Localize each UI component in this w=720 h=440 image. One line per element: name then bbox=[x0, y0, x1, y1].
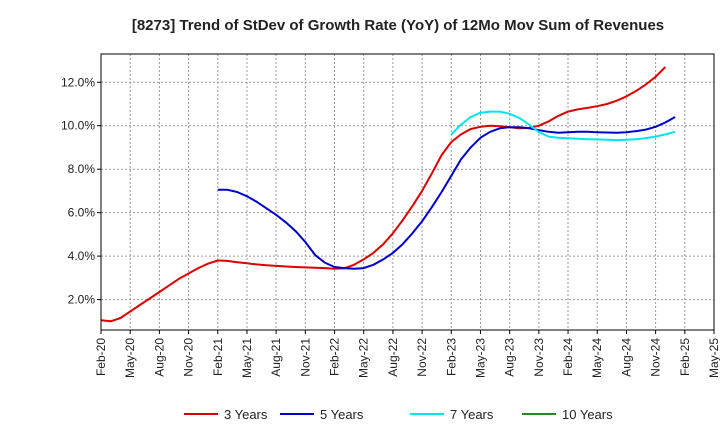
x-tick-label: Nov-20 bbox=[182, 338, 196, 377]
chart-title: [8273] Trend of StDev of Growth Rate (Yo… bbox=[132, 17, 664, 34]
series-line-7-years bbox=[450, 110, 676, 142]
x-tick-label: Feb-22 bbox=[328, 338, 342, 376]
x-tick-label: Aug-20 bbox=[152, 338, 166, 377]
y-tick-label: 2.0% bbox=[68, 293, 96, 307]
x-tick-label: Aug-24 bbox=[619, 338, 633, 377]
legend-label-7-years: 7 Years bbox=[450, 407, 494, 422]
x-tick-label: Feb-25 bbox=[678, 338, 692, 376]
x-axis: Feb-20 May-20 Aug-20 Nov-20 Feb-21 May-21 Aug-… bbox=[94, 330, 720, 378]
x-tick-label: Feb-20 bbox=[94, 338, 108, 376]
series-lines bbox=[100, 66, 676, 323]
x-tick-label: May-25 bbox=[707, 338, 720, 378]
x-tick-label: Nov-23 bbox=[532, 338, 546, 377]
x-tick-label: Nov-24 bbox=[649, 338, 663, 377]
y-tick-label: 6.0% bbox=[68, 206, 96, 220]
legend-label-10-years: 10 Years bbox=[562, 407, 613, 422]
y-tick-label: 8.0% bbox=[68, 162, 96, 176]
x-tick-label: May-22 bbox=[357, 338, 371, 378]
x-tick-label: Feb-23 bbox=[444, 338, 458, 376]
legend: 3 Years 5 Years 7 Years 10 Years bbox=[184, 407, 613, 422]
legend-label-5-years: 5 Years bbox=[320, 407, 364, 422]
plot-frame bbox=[100, 53, 715, 331]
x-tick-label: Nov-21 bbox=[298, 338, 312, 377]
y-tick-label: 12.0% bbox=[61, 75, 95, 89]
x-tick-label: Feb-24 bbox=[561, 338, 575, 376]
x-tick-label: May-23 bbox=[474, 338, 488, 378]
x-tick-label: May-24 bbox=[590, 338, 604, 378]
x-tick-label: Aug-21 bbox=[269, 338, 283, 377]
x-tick-label: Nov-22 bbox=[415, 338, 429, 377]
grid bbox=[101, 54, 714, 330]
x-tick-label: May-21 bbox=[240, 338, 254, 378]
series-line-3-years bbox=[100, 66, 667, 323]
x-tick-label: Feb-21 bbox=[211, 338, 225, 376]
x-tick-label: May-20 bbox=[123, 338, 137, 378]
x-tick-label: Aug-22 bbox=[386, 338, 400, 377]
legend-label-3-years: 3 Years bbox=[224, 407, 268, 422]
series-line-5-years bbox=[217, 116, 676, 270]
y-tick-label: 4.0% bbox=[68, 249, 96, 263]
y-axis: 2.0% 4.0% 6.0% 8.0% 10.0% 12.0% bbox=[61, 75, 101, 307]
x-tick-label: Aug-23 bbox=[503, 338, 517, 377]
y-tick-label: 10.0% bbox=[61, 119, 95, 133]
